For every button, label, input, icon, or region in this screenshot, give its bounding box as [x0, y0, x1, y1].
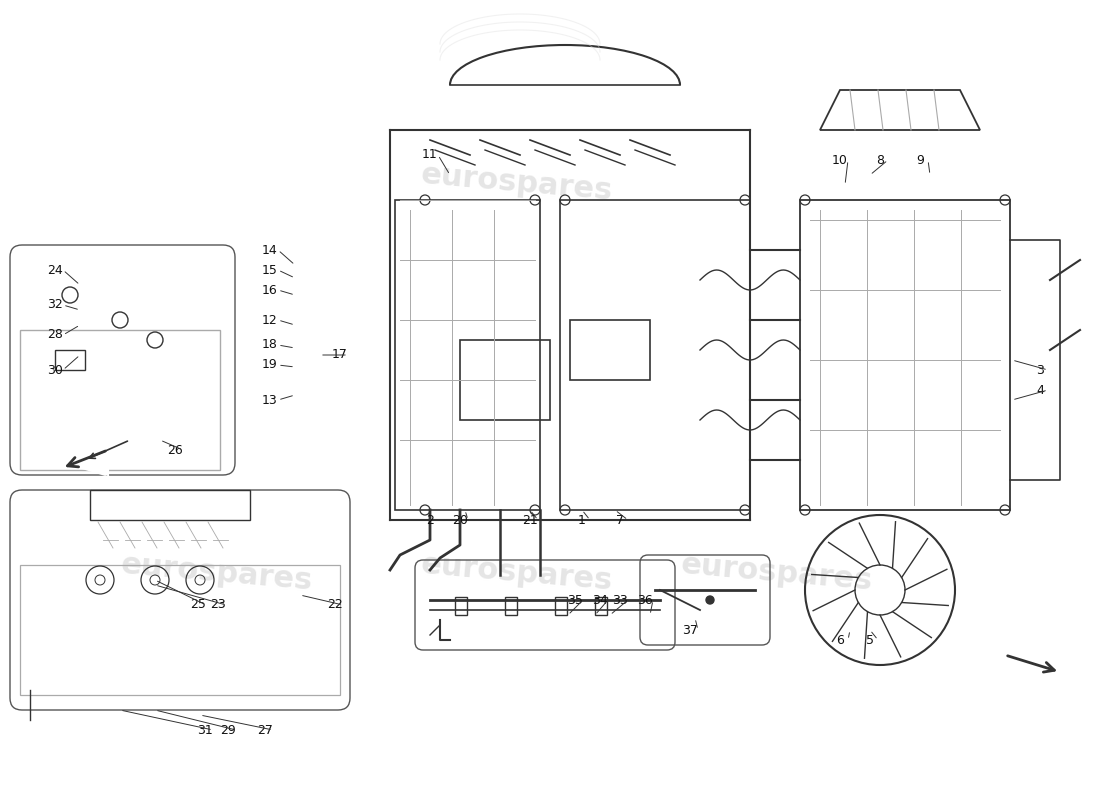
Polygon shape	[62, 445, 108, 475]
Text: 19: 19	[262, 358, 278, 371]
Text: 16: 16	[262, 283, 278, 297]
Text: 18: 18	[262, 338, 278, 351]
Bar	[20, 330, 220, 470]
Text: 4: 4	[1036, 383, 1044, 397]
Text: 13: 13	[262, 394, 278, 406]
Text: 25: 25	[190, 598, 206, 611]
Text: 33: 33	[612, 594, 628, 606]
Text: 3: 3	[1036, 363, 1044, 377]
Bar	[460, 340, 550, 420]
Bar	[455, 597, 468, 615]
Text: 11: 11	[422, 149, 438, 162]
Text: eurospares: eurospares	[120, 550, 315, 596]
Text: 32: 32	[47, 298, 63, 311]
Text: 37: 37	[682, 623, 697, 637]
Text: 28: 28	[47, 329, 63, 342]
Text: 10: 10	[832, 154, 848, 166]
Text: eurospares: eurospares	[420, 160, 614, 206]
Text: 9: 9	[916, 154, 924, 166]
Text: 26: 26	[167, 443, 183, 457]
Text: 22: 22	[327, 598, 343, 611]
Text: 21: 21	[522, 514, 538, 526]
Polygon shape	[55, 430, 116, 475]
Bar	[570, 320, 650, 380]
Text: 23: 23	[210, 598, 225, 611]
Circle shape	[706, 596, 714, 604]
Text: 34: 34	[592, 594, 608, 606]
Text: 30: 30	[47, 363, 63, 377]
Text: 20: 20	[452, 514, 468, 526]
Text: 2: 2	[426, 514, 433, 526]
Bar	[556, 597, 566, 615]
Text: 36: 36	[637, 594, 653, 606]
Text: 17: 17	[332, 349, 348, 362]
Text: 27: 27	[257, 723, 273, 737]
Text: 8: 8	[876, 154, 884, 166]
Bar	[90, 490, 250, 520]
Text: 14: 14	[262, 243, 278, 257]
Text: 7: 7	[616, 514, 624, 526]
Text: 35: 35	[568, 594, 583, 606]
Text: 15: 15	[262, 263, 278, 277]
Polygon shape	[1005, 643, 1060, 665]
Text: 24: 24	[47, 263, 63, 277]
Bar	[505, 597, 517, 615]
Text: 1: 1	[579, 514, 586, 526]
Bar	[595, 597, 607, 615]
Text: 12: 12	[262, 314, 278, 326]
Bar	[55, 350, 85, 370]
Bar	[20, 565, 340, 695]
Text: 29: 29	[220, 723, 235, 737]
Text: eurospares: eurospares	[680, 550, 874, 596]
Text: 6: 6	[836, 634, 844, 646]
Text: eurospares: eurospares	[420, 550, 614, 596]
Text: 31: 31	[197, 723, 213, 737]
Text: 5: 5	[866, 634, 874, 646]
